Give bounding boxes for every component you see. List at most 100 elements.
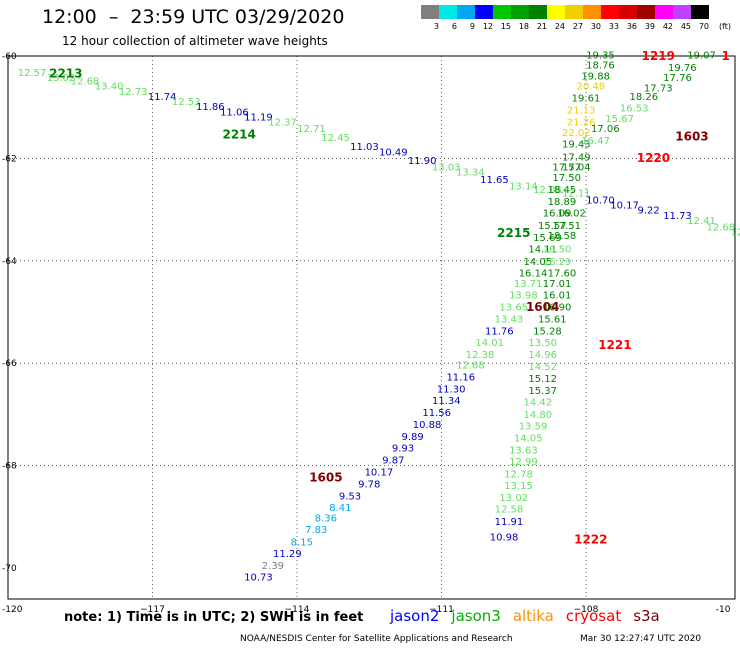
pass-number-label: 1222 bbox=[574, 532, 607, 546]
wave-height-value: 11.19 bbox=[244, 112, 273, 123]
wave-height-value: 17.73 bbox=[644, 83, 673, 94]
pass-number-label: 1 bbox=[722, 49, 730, 63]
legend-swatch bbox=[547, 5, 565, 19]
pass-number-label: 1605 bbox=[309, 470, 342, 484]
wave-height-value: 12.68 bbox=[707, 223, 736, 234]
wave-height-value: 12.37 bbox=[268, 118, 297, 129]
wave-height-value: 12.11 bbox=[562, 189, 591, 200]
wave-height-value: 19.61 bbox=[572, 94, 601, 105]
latitude-tick-label: -62 bbox=[2, 154, 17, 164]
wave-height-value: 16.50 bbox=[543, 245, 572, 256]
wave-height-value: 8.15 bbox=[291, 537, 313, 548]
wave-height-value: 17.57 bbox=[552, 163, 581, 174]
wave-height-value: 13.71 bbox=[514, 279, 543, 290]
wave-height-value: 17.50 bbox=[552, 173, 581, 184]
wave-height-value: 12.58 bbox=[495, 505, 524, 516]
wave-height-value: 10.17 bbox=[365, 467, 394, 478]
legend-swatch bbox=[457, 5, 475, 19]
wave-height-value: 17.49 bbox=[562, 152, 591, 163]
latitude-tick-label: -64 bbox=[2, 257, 17, 267]
color-scale-legend bbox=[421, 5, 709, 19]
legend-swatch bbox=[673, 5, 691, 19]
legend-label: 6 bbox=[451, 22, 457, 31]
satellite-legend: jason2 jason3 altika cryosat s3a bbox=[390, 607, 660, 625]
longitude-tick-label: -10 bbox=[716, 605, 731, 615]
wave-height-value: 13.98 bbox=[509, 291, 538, 302]
longitude-tick-label: −108 bbox=[574, 605, 599, 615]
footer-note: note: 1) Time is in UTC; 2) SWH is in fe… bbox=[64, 610, 364, 625]
wave-height-value: 13.40 bbox=[95, 82, 124, 93]
longitude-tick-label: −117 bbox=[140, 605, 165, 615]
legend-swatch bbox=[601, 5, 619, 19]
wave-height-value: 10.17 bbox=[610, 201, 639, 212]
pass-number-label: 1219 bbox=[642, 49, 675, 63]
wave-height-value: 16.47 bbox=[581, 136, 610, 147]
wave-height-value: 13.63 bbox=[509, 445, 538, 456]
legend-label: 42 bbox=[662, 22, 673, 31]
legend-label: 39 bbox=[644, 22, 655, 31]
wave-height-value: 11.76 bbox=[485, 326, 514, 337]
map-title: 12:00 – 23:59 UTC 03/29/2020 bbox=[42, 6, 345, 28]
wave-height-value: 15.57 bbox=[538, 221, 567, 232]
wave-height-value: 13.50 bbox=[528, 338, 557, 349]
wave-height-value: 12.38 bbox=[466, 350, 495, 361]
latitude-tick-label: -60 bbox=[2, 52, 17, 62]
satellite-legend-altika: altika bbox=[512, 607, 554, 625]
wave-height-value: 11.30 bbox=[437, 384, 466, 395]
wave-height-value: 18.76 bbox=[586, 61, 615, 72]
pass-number-label: 1603 bbox=[675, 129, 708, 143]
legend-label: 36 bbox=[626, 22, 637, 31]
satellite-legend-jason3: jason3 bbox=[451, 607, 501, 625]
latitude-tick-label: -68 bbox=[2, 462, 17, 472]
legend-unit: (ft) bbox=[718, 22, 731, 31]
credit-line: NOAA/NESDIS Center for Satellite Applica… bbox=[240, 634, 513, 644]
pass-number-label: 1604 bbox=[526, 300, 559, 314]
wave-height-value: 15.61 bbox=[538, 315, 567, 326]
wave-height-value: 9.89 bbox=[401, 432, 423, 443]
pass-labels: 2213 2214 2215 1219 1 1603 1220 1604 1221 1605 122… bbox=[49, 49, 730, 546]
wave-height-value: 10.49 bbox=[379, 147, 408, 158]
pass-number-label: 2215 bbox=[497, 226, 530, 240]
wave-height-value: 21.13 bbox=[567, 105, 596, 116]
wave-height-value: 9.78 bbox=[358, 480, 380, 491]
wave-height-value: 13.02 bbox=[47, 73, 76, 84]
wave-height-value: 11.03 bbox=[350, 142, 379, 153]
legend-label: 9 bbox=[469, 22, 475, 31]
color-scale-labels: 3 6 9 12 15 18 21 24 27 30 33 36 39 42 45 70 (ft) bbox=[421, 22, 731, 34]
wave-height-value: 2.39 bbox=[262, 561, 284, 572]
legend-label: 70 bbox=[698, 22, 709, 31]
wave-height-value: 14.05 bbox=[514, 433, 543, 444]
wave-height-value: 11.06 bbox=[220, 107, 249, 118]
legend-label: 3 bbox=[433, 22, 439, 31]
wave-height-value: 16.29 bbox=[543, 257, 572, 268]
wave-height-value: 12.45 bbox=[321, 133, 350, 144]
wave-height-value: 12.53 bbox=[172, 97, 201, 108]
wave-height-value: 13.02 bbox=[499, 493, 528, 504]
legend-swatch bbox=[511, 5, 529, 19]
wave-height-value: 17.60 bbox=[548, 269, 577, 280]
legend-swatch bbox=[439, 5, 457, 19]
wave-height-value: 19.35 bbox=[586, 51, 615, 62]
wave-height-value: 11.56 bbox=[422, 408, 451, 419]
wave-height-value: 12.08 bbox=[533, 185, 562, 196]
wave-height-value: 18.26 bbox=[629, 92, 658, 103]
wave-height-value: 10.88 bbox=[413, 420, 442, 431]
wave-height-value: 21.26 bbox=[567, 118, 596, 129]
wave-height-value: 22.02 bbox=[562, 128, 591, 139]
wave-height-value: 16.09 bbox=[543, 209, 572, 220]
latitude-tick-label: -66 bbox=[2, 359, 17, 369]
pass-number-label: 2213 bbox=[49, 66, 82, 80]
legend-swatch bbox=[655, 5, 673, 19]
wave-height-value: 15.12 bbox=[528, 374, 557, 385]
satellite-legend-s3a: s3a bbox=[633, 607, 660, 625]
wave-height-value: 9.87 bbox=[382, 455, 404, 466]
pass-number-label: 1220 bbox=[637, 151, 670, 165]
wave-height-value: 14.11 bbox=[528, 245, 557, 256]
wave-height-value: 16.02 bbox=[557, 209, 586, 220]
wave-height-value: 13.03 bbox=[432, 163, 461, 174]
map-grid bbox=[7, 55, 736, 600]
wave-height-value: 19.88 bbox=[581, 71, 610, 82]
legend-swatch bbox=[529, 5, 547, 19]
wave-height-value: 10.70 bbox=[586, 195, 615, 206]
